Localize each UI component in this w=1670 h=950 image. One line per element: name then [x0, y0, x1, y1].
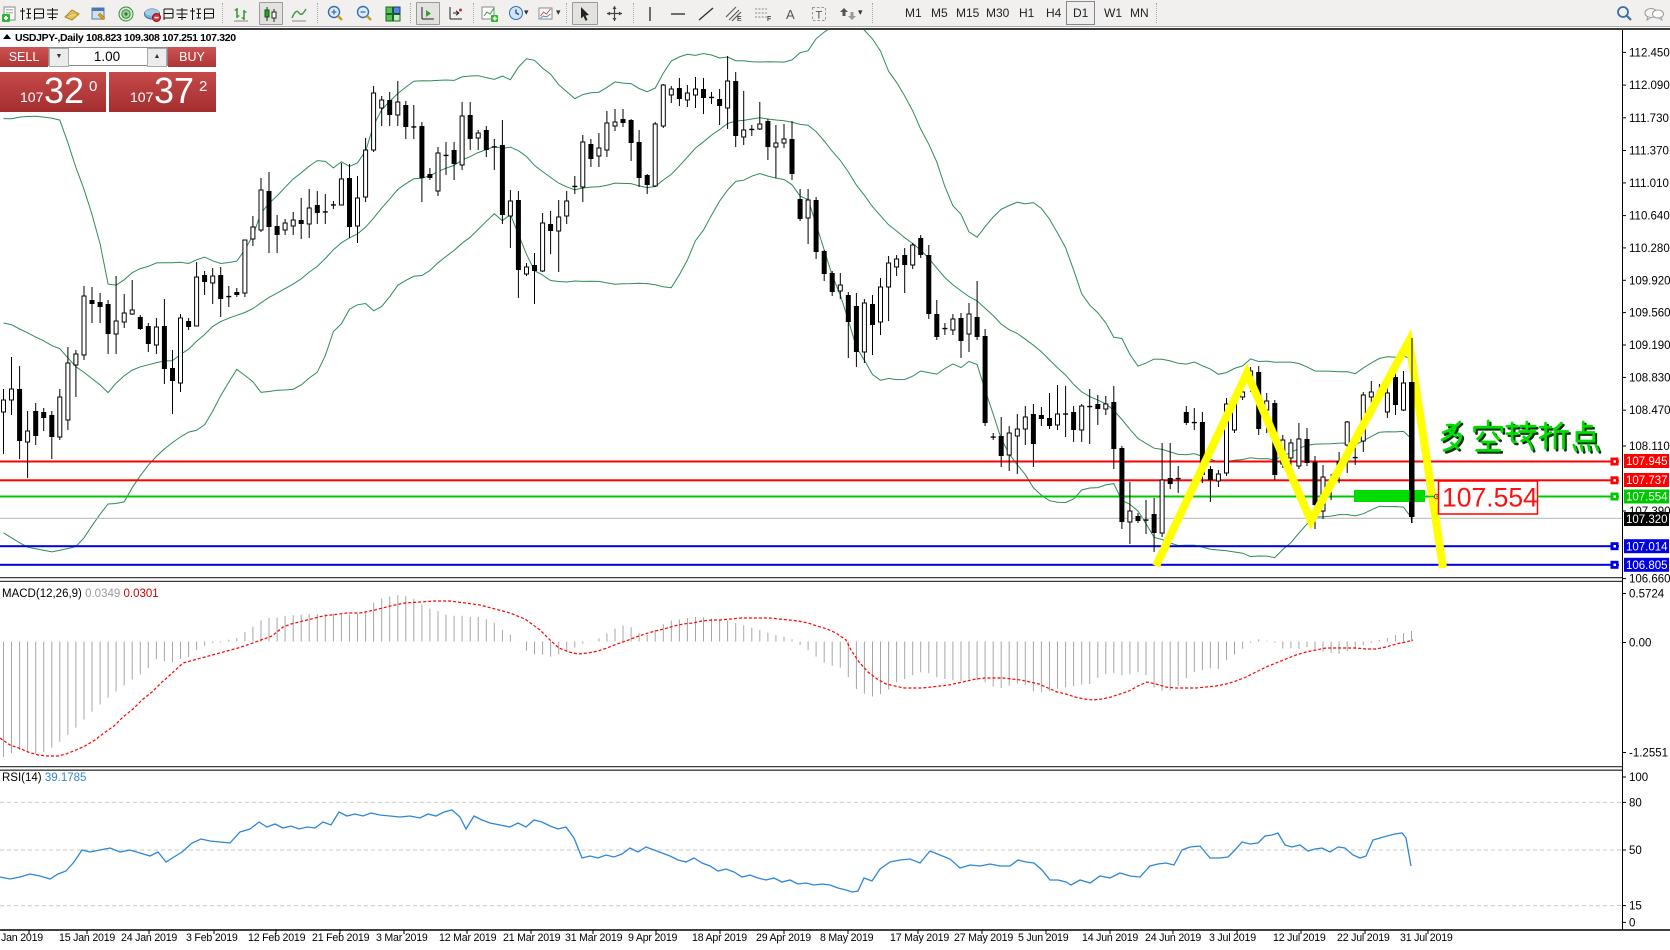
svg-text:A: A: [786, 7, 795, 22]
svg-text:9 Apr 2019: 9 Apr 2019: [628, 932, 678, 944]
svg-text:15: 15: [1629, 901, 1642, 913]
svg-text:-1.2551: -1.2551: [1629, 748, 1668, 760]
svg-text:F: F: [767, 16, 771, 23]
svg-text:18 Apr 2019: 18 Apr 2019: [692, 932, 747, 944]
svg-text:RSI(14) 39.1785: RSI(14) 39.1785: [2, 772, 86, 784]
svg-text:108.470: 108.470: [1629, 405, 1670, 417]
svg-text:109.920: 109.920: [1629, 275, 1670, 287]
svg-text:MACD(12,26,9) 0.0349 0.0301: MACD(12,26,9) 0.0349 0.0301: [2, 588, 159, 600]
svg-text:0.00: 0.00: [1629, 638, 1651, 650]
svg-text:21 Feb 2019: 21 Feb 2019: [312, 932, 370, 944]
svg-text:USDJPY-,Daily 108.823 109.308: USDJPY-,Daily 108.823 109.308 107.251 10…: [15, 32, 236, 44]
svg-text:107.737: 107.737: [1626, 475, 1668, 487]
svg-text:T: T: [815, 9, 822, 21]
svg-text:109.190: 109.190: [1629, 340, 1670, 352]
svg-text:110.280: 110.280: [1629, 243, 1670, 255]
svg-text:107.554: 107.554: [1626, 492, 1668, 504]
svg-text:108.110: 108.110: [1629, 441, 1670, 453]
svg-text:8 May 2019: 8 May 2019: [820, 932, 874, 944]
svg-text:12 Jul 2019: 12 Jul 2019: [1273, 932, 1326, 944]
svg-text:50: 50: [1629, 845, 1642, 857]
svg-text:3 Feb 2019: 3 Feb 2019: [186, 932, 238, 944]
svg-text:5 Jun 2019: 5 Jun 2019: [1018, 932, 1069, 944]
svg-text:109.560: 109.560: [1629, 308, 1670, 320]
svg-text:3 Jul 2019: 3 Jul 2019: [1209, 932, 1256, 944]
svg-text:107.945: 107.945: [1626, 456, 1668, 468]
svg-text:24 Jun 2019: 24 Jun 2019: [1145, 932, 1201, 944]
svg-text:108.830: 108.830: [1629, 372, 1670, 384]
svg-text:15 Jan 2019: 15 Jan 2019: [59, 932, 115, 944]
svg-text:107.014: 107.014: [1626, 541, 1668, 553]
svg-text:21 Mar 2019: 21 Mar 2019: [503, 932, 561, 944]
svg-text:31 Jul 2019: 31 Jul 2019: [1400, 932, 1453, 944]
svg-text:27 May 2019: 27 May 2019: [954, 932, 1013, 944]
svg-text:12 Feb 2019: 12 Feb 2019: [248, 932, 306, 944]
svg-text:111.370: 111.370: [1629, 146, 1669, 158]
svg-text:12 Mar 2019: 12 Mar 2019: [439, 932, 497, 944]
svg-text:0: 0: [1629, 917, 1635, 929]
svg-text:Jan 2019: Jan 2019: [1, 932, 43, 944]
svg-text:3 Mar 2019: 3 Mar 2019: [376, 932, 428, 944]
svg-text:0.5724: 0.5724: [1629, 589, 1665, 601]
svg-text:111.010: 111.010: [1629, 178, 1669, 190]
svg-text:29 Apr 2019: 29 Apr 2019: [756, 932, 811, 944]
svg-text:22 Jul 2019: 22 Jul 2019: [1337, 932, 1390, 944]
svg-text:100: 100: [1629, 772, 1648, 784]
svg-text:110.640: 110.640: [1629, 211, 1670, 223]
svg-text:80: 80: [1629, 797, 1642, 809]
svg-text:107.320: 107.320: [1626, 514, 1668, 526]
svg-text:112.090: 112.090: [1629, 80, 1670, 92]
svg-text:106.805: 106.805: [1626, 560, 1668, 572]
svg-text:17 May 2019: 17 May 2019: [890, 932, 949, 944]
svg-text:24 Jan 2019: 24 Jan 2019: [121, 932, 177, 944]
svg-text:31 Mar 2019: 31 Mar 2019: [565, 932, 623, 944]
svg-text:106.660: 106.660: [1629, 574, 1670, 586]
svg-text:112.450: 112.450: [1629, 47, 1670, 59]
svg-text:E: E: [737, 16, 742, 23]
svg-text:14 Jun 2019: 14 Jun 2019: [1082, 932, 1138, 944]
svg-text:107.554: 107.554: [1442, 483, 1538, 513]
svg-text:111.730: 111.730: [1629, 113, 1669, 125]
